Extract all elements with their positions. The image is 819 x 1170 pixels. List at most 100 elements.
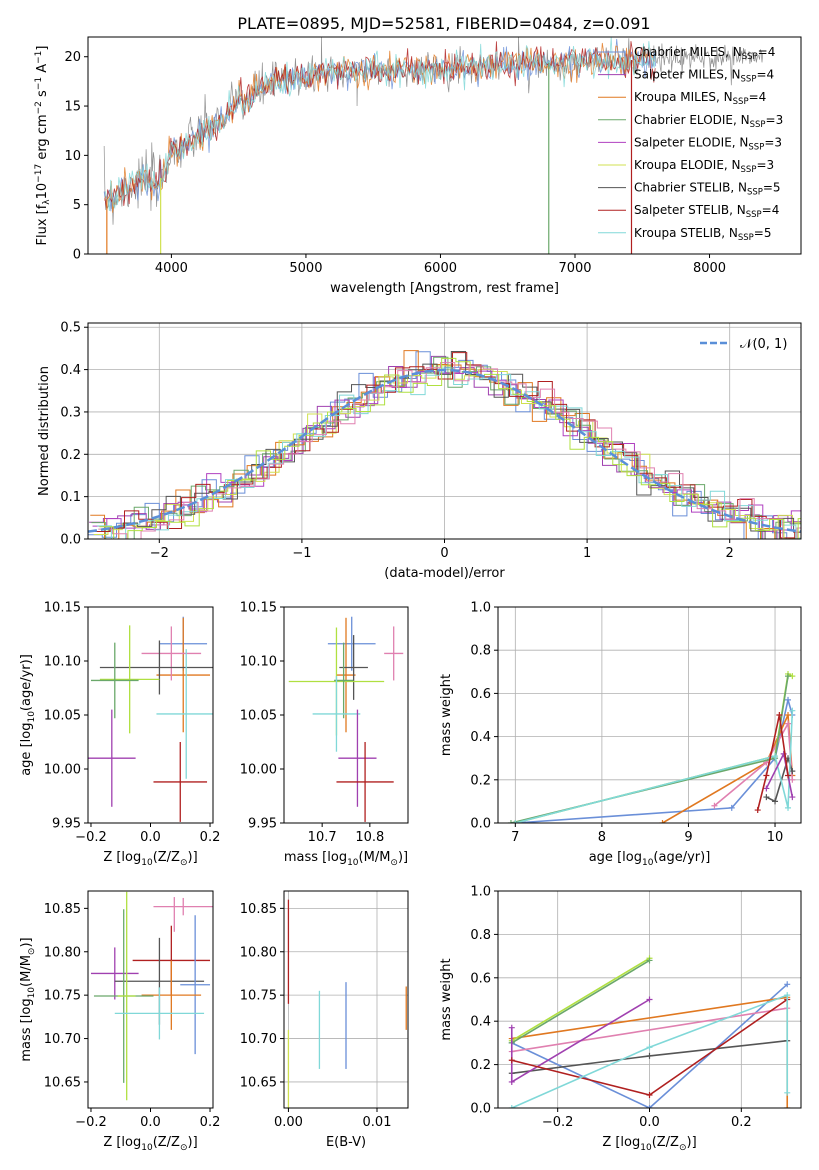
weight-point-marker xyxy=(784,981,791,988)
legend-label: Kroupa STELIB, NSSP=5 xyxy=(634,226,772,243)
weight-point-marker xyxy=(646,996,653,1003)
y-tick-label: 0.8 xyxy=(470,928,491,943)
legend-text: Kroupa ELODIE, N xyxy=(634,158,741,172)
legend-subscript: SSP xyxy=(738,233,754,243)
x-tick-label: 0.2 xyxy=(200,830,221,845)
histogram-series xyxy=(91,356,801,539)
label-part: mass [log xyxy=(19,998,34,1061)
x-axis-label: mass [log10​(M/M⊙​)] xyxy=(284,850,408,868)
weight-point-marker xyxy=(508,1078,515,1085)
axes-frame xyxy=(87,322,802,540)
legend-label: 𝒩(0, 1) xyxy=(740,337,787,352)
legend-subscript: SSP xyxy=(741,165,757,175)
weight-point-marker xyxy=(763,794,770,801)
weight-series-line xyxy=(756,714,789,811)
y-label-part: erg cm xyxy=(35,114,50,163)
y-label-part: −1 xyxy=(34,51,44,64)
histogram-series xyxy=(89,355,801,532)
y-tick-label: 0.4 xyxy=(470,730,491,745)
weight-point-marker xyxy=(784,992,791,999)
y-tick-label: 20 xyxy=(64,50,81,65)
weight-point-marker xyxy=(772,798,779,805)
label-subscript: 10 xyxy=(27,711,37,723)
y-label-part: λ xyxy=(42,199,52,205)
x-axis-label: age [log10​(age/yr)] xyxy=(589,850,711,868)
legend-subscript: SSP xyxy=(746,210,762,220)
plot-area xyxy=(288,616,404,822)
label-part: mass weight xyxy=(439,958,454,1040)
y-tick-label: 10.75 xyxy=(240,989,277,1004)
y-label-part: ] xyxy=(35,46,50,51)
y-label-part: Flux [f xyxy=(35,204,50,245)
label-part: (Z/Z xyxy=(153,1135,180,1150)
axes-frame xyxy=(283,606,409,824)
axes-frame xyxy=(87,606,214,824)
x-tick-label: −2 xyxy=(150,546,169,561)
weight-point-marker xyxy=(763,772,770,779)
y-tick-label: 10.75 xyxy=(44,989,81,1004)
x-axis-label: Z [log10​(Z/Z⊙​)] xyxy=(602,1135,696,1153)
legend-label: Kroupa ELODIE, NSSP=3 xyxy=(634,158,774,175)
x-tick-label: 0.0 xyxy=(140,1115,161,1130)
label-subscript: 10 xyxy=(640,1143,652,1153)
weight-point-marker xyxy=(784,1105,791,1108)
y-tick-label: 9.95 xyxy=(248,817,277,832)
weight-point-marker xyxy=(785,673,792,680)
legend-subscript: SSP xyxy=(750,120,766,130)
weight-point-marker xyxy=(789,794,796,801)
x-tick-label: 5000 xyxy=(289,261,322,276)
legend-subscript: SSP xyxy=(747,188,763,198)
weight-point-marker xyxy=(512,820,519,823)
y-axis-label: mass [log10​(M/M⊙​)] xyxy=(19,937,37,1061)
legend-suffix: =4 xyxy=(749,90,767,104)
x-tick-label: 6000 xyxy=(424,261,457,276)
y-tick-label: 0.0 xyxy=(470,817,491,832)
label-part: (age/yr)] xyxy=(19,654,34,711)
legend-text: Chabrier MILES, N xyxy=(634,45,742,59)
y-tick-label: 9.95 xyxy=(52,817,81,832)
legend-suffix: =3 xyxy=(756,158,774,172)
x-tick-label: 0.0 xyxy=(639,1115,660,1130)
weight-point-marker xyxy=(785,720,792,727)
weight-point-marker xyxy=(785,804,792,811)
x-tick-label: 1 xyxy=(583,546,591,561)
y-tick-label: 0.2 xyxy=(470,773,491,788)
label-part: )] xyxy=(398,850,408,865)
label-subscript: ⊙ xyxy=(679,1143,687,1153)
label-subscript: ⊙ xyxy=(27,948,37,956)
legend-text: Salpeter MILES, N xyxy=(634,68,741,82)
weight-point-marker xyxy=(785,772,792,779)
weight-point-marker xyxy=(754,807,761,814)
gaussian-curve xyxy=(88,368,801,533)
weight-point-marker xyxy=(785,696,792,703)
weight-point-marker xyxy=(646,1044,653,1051)
plot-area xyxy=(508,955,791,1108)
label-subscript: 10 xyxy=(141,858,153,868)
legend-suffix: =4 xyxy=(756,68,774,82)
label-part: wavelength [Angstrom, rest frame] xyxy=(330,281,559,296)
axes-frame xyxy=(87,890,214,1109)
y-tick-label: 10.10 xyxy=(240,655,277,670)
axes-frame xyxy=(497,606,802,824)
y-tick-label: 0.6 xyxy=(470,971,491,986)
weight-point-marker xyxy=(763,785,770,792)
y-axis-label: Flux [fλ​10−17​ erg cm−2​ s−1​ A−1​] xyxy=(34,46,52,246)
weight-point-marker xyxy=(646,1052,653,1059)
y-axis-label: Normed distribution xyxy=(37,366,52,496)
y-tick-label: 5 xyxy=(73,198,81,213)
y-label-part: s xyxy=(35,90,50,101)
plot-area xyxy=(287,899,407,1108)
label-subscript: ⊙ xyxy=(390,858,398,868)
plot-area xyxy=(507,670,796,823)
y-tick-label: 10.05 xyxy=(240,709,277,724)
weight-point-marker xyxy=(789,776,796,783)
label-part: (Z/Z xyxy=(652,1135,679,1150)
x-axis-label: (data-model)/error xyxy=(384,566,505,581)
panel-spectrum: 4000 5000 6000 7000 8000 0 5 10 15 20 Chabrier MIL… xyxy=(34,36,802,296)
weight-point-marker xyxy=(659,820,666,823)
y-axis-label: age [log10​(age/yr)] xyxy=(19,654,37,776)
legend-text: Chabrier ELODIE, N xyxy=(634,113,750,127)
y-tick-label: 0.6 xyxy=(470,687,491,702)
